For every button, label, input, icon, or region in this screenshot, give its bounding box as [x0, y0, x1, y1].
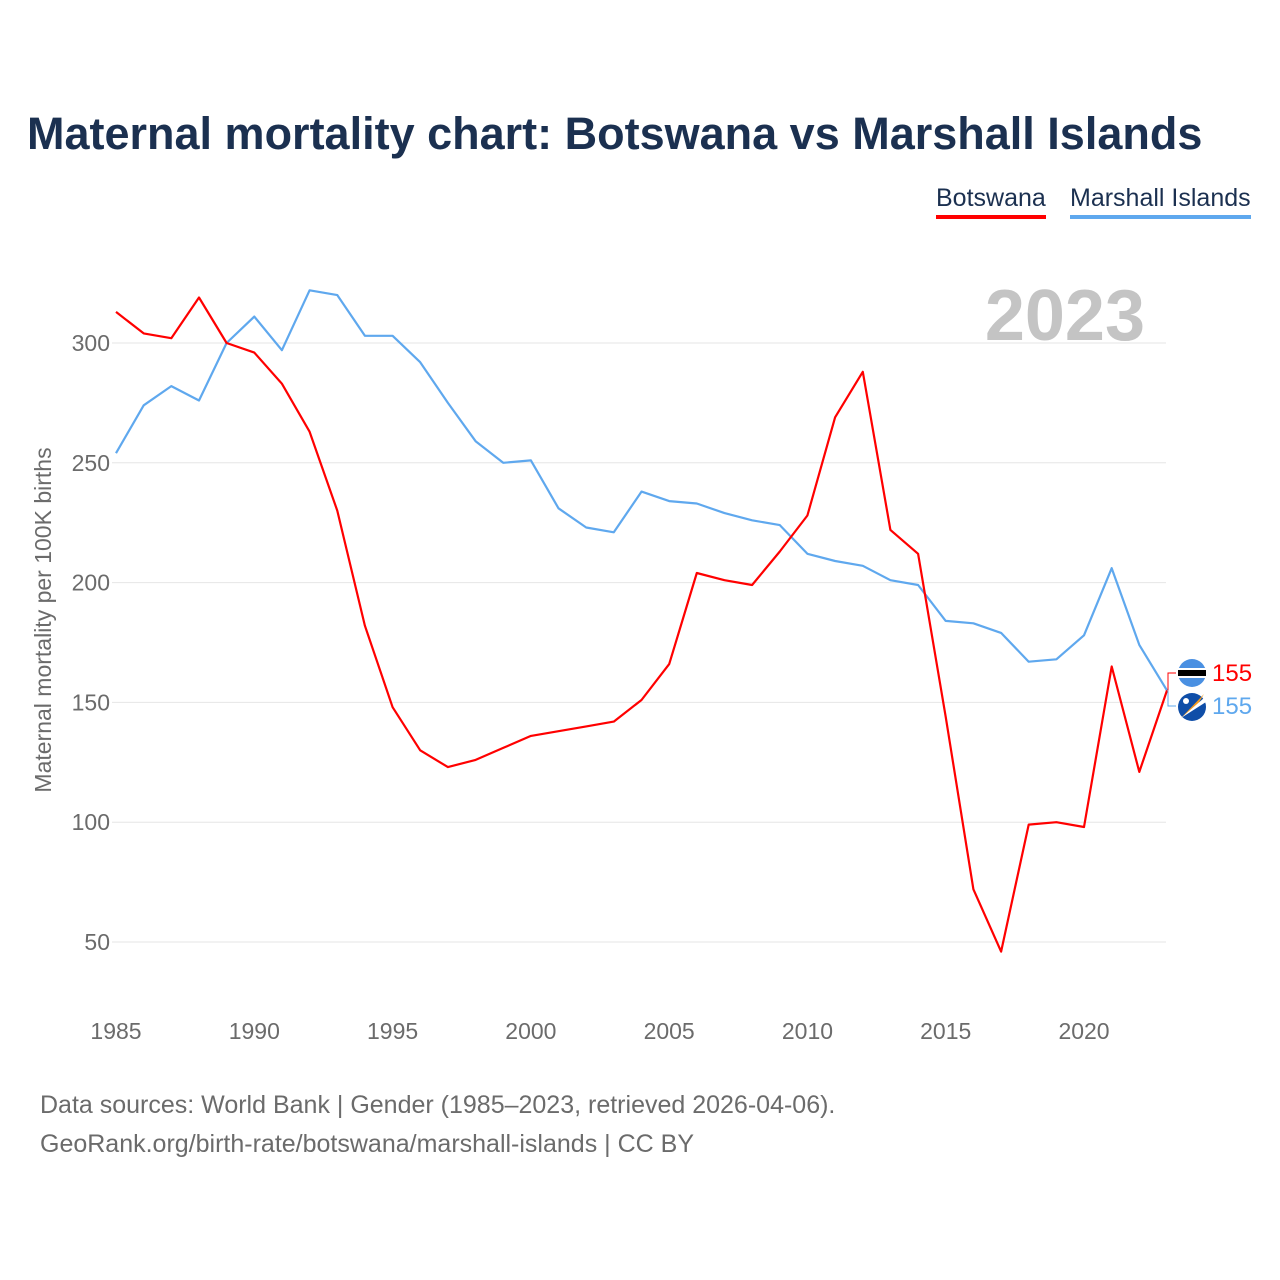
y-tick-label: 50 — [84, 929, 110, 955]
y-tick-label: 100 — [72, 809, 110, 835]
footer: Data sources: World Bank | Gender (1985–… — [40, 1086, 835, 1164]
end-label-botswana: 155 — [1212, 660, 1252, 687]
end-connector — [1167, 672, 1176, 691]
y-tick-label: 200 — [72, 570, 110, 596]
y-tick-label: 150 — [72, 689, 110, 715]
y-axis-label: Maternal mortality per 100K births — [30, 447, 56, 792]
footer-link[interactable]: GeoRank.org/birth-rate/botswana/marshall… — [40, 1130, 694, 1158]
series-line-botswana — [115, 296, 1169, 953]
x-tick-label: 1990 — [229, 1018, 280, 1044]
botswana-flag-icon — [1178, 659, 1206, 687]
footer-sources: Data sources: World Bank | Gender (1985–… — [40, 1091, 836, 1119]
x-tick-label: 1995 — [367, 1018, 418, 1044]
end-label-marshall-islands: 155 — [1212, 693, 1252, 720]
year-watermark: 2023 — [985, 276, 1145, 356]
y-tick-label: 250 — [72, 450, 110, 476]
x-tick-label: 1985 — [90, 1018, 141, 1044]
x-tick-label: 2000 — [505, 1018, 556, 1044]
series-line-marshall-islands — [115, 289, 1168, 691]
x-tick-label: 2010 — [782, 1018, 833, 1044]
x-tick-label: 2005 — [644, 1018, 695, 1044]
legend-marshall-islands[interactable]: Marshall Islands — [1070, 184, 1251, 219]
x-tick-label: 2020 — [1058, 1018, 1109, 1044]
y-tick-label: 300 — [72, 330, 110, 356]
chart-title: Maternal mortality chart: Botswana vs Ma… — [27, 108, 1203, 159]
end-connector — [1167, 690, 1176, 707]
x-tick-label: 2015 — [920, 1018, 971, 1044]
legend-botswana[interactable]: Botswana — [936, 184, 1046, 219]
marshall-islands-flag-icon — [1178, 693, 1206, 721]
